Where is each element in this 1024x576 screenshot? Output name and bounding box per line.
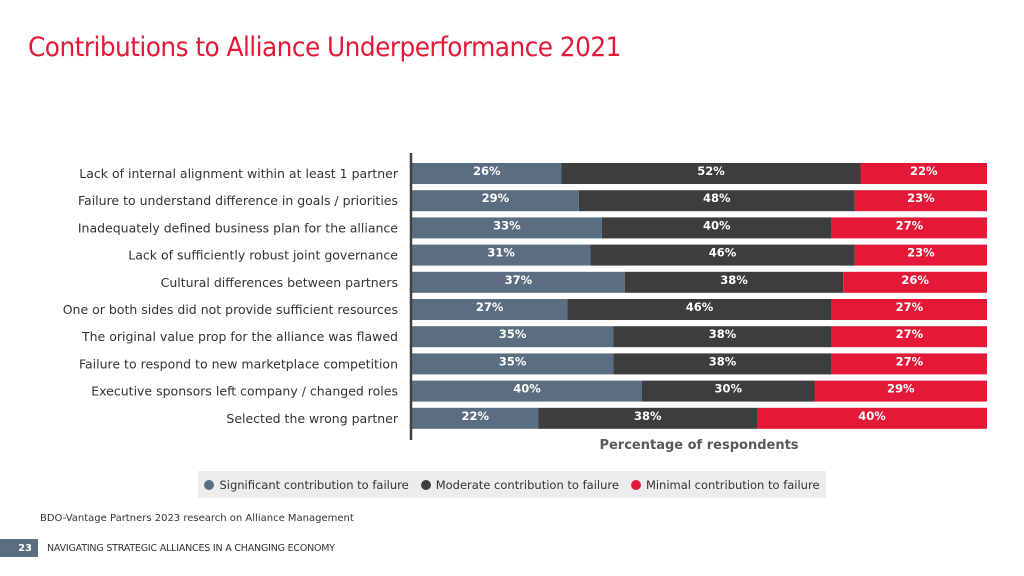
stacked-bar-chart: 26% 52% 22% 29% 48% 23% 33% 40% 27% 31% 46% 23% 37% 3… — [63, 153, 987, 453]
data-label-minimal: 29% — [887, 382, 915, 396]
category-label: The original value prop for the alliance… — [81, 329, 398, 344]
bar-segment-significant — [412, 353, 614, 375]
category-labels-group: Lack of internal alignment within at lea… — [63, 166, 399, 426]
bar-segment-moderate — [590, 244, 855, 266]
data-label-moderate: 30% — [714, 382, 742, 396]
bar-segment-moderate — [538, 407, 757, 429]
bar-segment-significant — [412, 271, 625, 293]
bar-segment-minimal — [860, 163, 987, 184]
data-label-moderate: 38% — [634, 409, 662, 423]
data-label-minimal: 23% — [907, 246, 935, 260]
data-label-significant: 33% — [493, 218, 521, 232]
slide-footer: 23 NAVIGATING STRATEGIC ALLIANCES IN A C… — [0, 539, 335, 557]
legend-item-moderate: Moderate contribution to failure — [420, 477, 619, 492]
data-label-minimal: 40% — [858, 409, 886, 423]
data-label-moderate: 46% — [709, 246, 737, 260]
legend-label-minimal: Minimal contribution to failure — [645, 477, 820, 492]
bar-segment-significant — [412, 326, 614, 348]
slide-title: Contributions to Alliance Underperforman… — [28, 32, 621, 63]
data-label-moderate: 40% — [703, 218, 731, 232]
bar-segment-significant — [412, 299, 568, 320]
category-label: Inadequately defined business plan for t… — [78, 220, 398, 235]
data-label-significant: 35% — [499, 327, 527, 341]
data-label-significant: 31% — [487, 246, 515, 260]
data-label-significant: 35% — [499, 354, 527, 368]
category-label: Lack of sufficiently robust joint govern… — [128, 248, 398, 263]
category-label: Cultural differences between partners — [161, 275, 398, 290]
category-label: Failure to understand difference in goal… — [78, 193, 398, 208]
legend-label-significant: Significant contribution to failure — [219, 477, 409, 492]
bar-segment-minimal — [757, 407, 987, 429]
bar-segment-moderate — [578, 190, 855, 212]
bar-segment-significant — [412, 244, 591, 266]
data-label-minimal: 27% — [896, 218, 924, 232]
data-label-significant: 26% — [473, 164, 501, 178]
bar-segment-moderate — [601, 217, 832, 239]
bar-segment-significant — [412, 407, 539, 429]
data-label-significant: 40% — [513, 382, 541, 396]
data-label-minimal: 22% — [910, 164, 938, 178]
data-label-minimal: 27% — [896, 327, 924, 341]
bar-segment-minimal — [831, 217, 987, 239]
data-label-significant: 27% — [476, 300, 504, 314]
bar-segment-moderate — [567, 299, 832, 320]
bar-segment-minimal — [814, 380, 987, 402]
bar-segment-significant — [412, 190, 579, 212]
bar-segment-significant — [412, 163, 562, 184]
data-label-minimal: 27% — [896, 300, 924, 314]
category-label: Executive sponsors left company / change… — [91, 384, 398, 399]
data-label-moderate: 38% — [709, 327, 737, 341]
legend-item-minimal: Minimal contribution to failure — [630, 477, 820, 492]
data-label-minimal: 23% — [907, 191, 935, 205]
category-label: Failure to respond to new marketplace co… — [79, 356, 398, 371]
legend-label-moderate: Moderate contribution to failure — [435, 477, 619, 492]
data-label-moderate: 46% — [686, 300, 714, 314]
bar-segment-minimal — [831, 353, 987, 375]
bar-segment-minimal — [854, 190, 987, 212]
legend-swatch-significant — [204, 479, 215, 490]
bar-segment-minimal — [854, 244, 987, 266]
source-note: BDO-Vantage Partners 2023 research on Al… — [40, 513, 354, 524]
bar-segment-moderate — [561, 163, 861, 184]
bar-segment-significant — [412, 380, 642, 402]
bars-group: 26% 52% 22% 29% 48% 23% 33% 40% 27% 31% 46% 23% 37% 3… — [412, 163, 987, 429]
data-label-significant: 29% — [482, 191, 510, 205]
chart-legend: Significant contribution to failure Mode… — [198, 471, 826, 498]
bar-segment-moderate — [624, 271, 844, 293]
bar-segment-minimal — [843, 271, 987, 293]
category-label: One or both sides did not provide suffic… — [63, 302, 398, 317]
footer-text: NAVIGATING STRATEGIC ALLIANCES IN A CHAN… — [47, 542, 335, 554]
bar-segment-moderate — [613, 353, 832, 375]
x-axis-title: Percentage of respondents — [599, 438, 798, 453]
category-label: Lack of internal alignment within at lea… — [79, 166, 399, 181]
bar-segment-minimal — [831, 299, 987, 320]
bar-segment-minimal — [831, 326, 987, 348]
data-label-minimal: 27% — [896, 354, 924, 368]
data-label-minimal: 26% — [901, 273, 929, 287]
category-label: Selected the wrong partner — [226, 411, 398, 426]
bar-segment-significant — [412, 217, 602, 239]
data-label-moderate: 38% — [709, 354, 737, 368]
bar-segment-moderate — [642, 380, 815, 402]
page-number: 23 — [0, 539, 38, 557]
legend-swatch-minimal — [630, 479, 641, 490]
data-label-significant: 22% — [461, 409, 489, 423]
bar-segment-moderate — [613, 326, 832, 348]
data-label-significant: 37% — [505, 273, 533, 287]
data-label-moderate: 48% — [703, 191, 731, 205]
data-label-moderate: 52% — [697, 164, 725, 178]
data-label-moderate: 38% — [720, 273, 748, 287]
legend-swatch-moderate — [420, 479, 431, 490]
legend-item-significant: Significant contribution to failure — [204, 477, 409, 492]
